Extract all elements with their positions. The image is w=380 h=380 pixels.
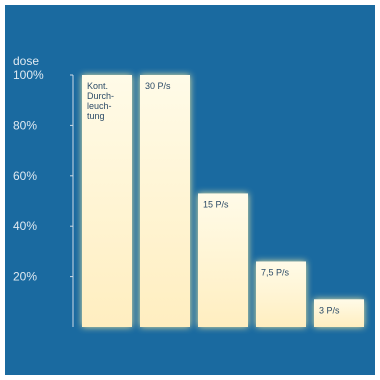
bar-label: 15 P/s [203, 199, 229, 209]
y-axis-label: dose [13, 54, 39, 68]
y-tick-label: 60% [13, 169, 37, 183]
bar-label: 7,5 P/s [261, 267, 290, 277]
bar [82, 75, 132, 327]
y-tick-label: 100% [13, 68, 44, 82]
bar-label: 30 P/s [145, 81, 171, 91]
bar-label: Kont. Durch-leuch-tung [87, 81, 114, 121]
bar-label: 3 P/s [319, 305, 340, 315]
bar [140, 75, 190, 327]
bar [314, 299, 364, 327]
bar [198, 193, 248, 327]
bar-chart: dose 20% 40% 60% 80% 100% Kont. Durch-leuch-t… [13, 54, 364, 327]
y-tick-label: 40% [13, 219, 37, 233]
bar [256, 261, 306, 327]
chart-background: dose 20% 40% 60% 80% 100% Kont. Durch-leuch-t… [5, 5, 375, 375]
y-tick-label: 20% [13, 270, 37, 284]
y-tick-label: 80% [13, 118, 37, 132]
